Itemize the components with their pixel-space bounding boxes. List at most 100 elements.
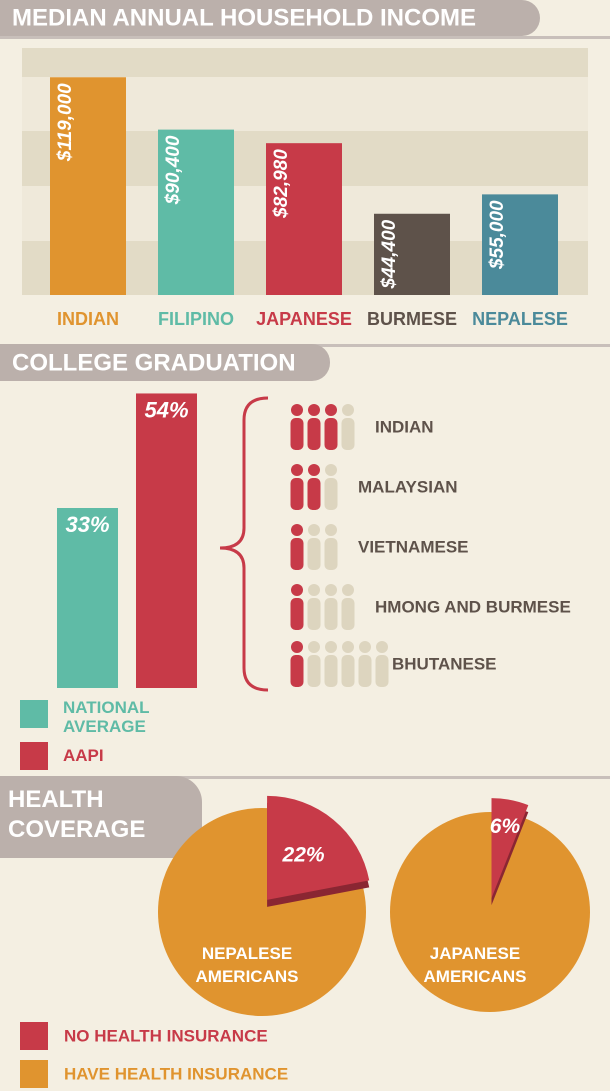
category-label: VIETNAMESE bbox=[358, 537, 469, 556]
x-tick-label: BURMESE bbox=[367, 309, 457, 329]
icon-head bbox=[308, 464, 320, 476]
divider bbox=[0, 776, 610, 779]
person-icon bbox=[307, 524, 321, 570]
pie-label: JAPANESE AMERICANS bbox=[423, 944, 527, 986]
value-label: $82,980 bbox=[271, 149, 292, 219]
icon-body bbox=[341, 655, 355, 687]
icon-head bbox=[308, 404, 320, 416]
chart-title: MEDIAN ANNUAL HOUSEHOLD INCOME bbox=[12, 4, 476, 31]
bar bbox=[266, 143, 342, 295]
x-tick-label: INDIAN bbox=[57, 309, 119, 329]
icon-body bbox=[290, 598, 304, 630]
person-icon bbox=[324, 464, 338, 510]
icon-head bbox=[291, 641, 303, 653]
header-tab bbox=[0, 0, 540, 36]
person-icon bbox=[307, 641, 321, 687]
icon-head bbox=[308, 524, 320, 536]
icon-head bbox=[342, 641, 354, 653]
icon-body bbox=[324, 655, 338, 687]
brace bbox=[219, 396, 269, 692]
person-icon bbox=[358, 641, 372, 687]
person-icon bbox=[324, 584, 338, 630]
x-tick-label: FILIPINO bbox=[158, 309, 234, 329]
category-label: BHUTANESE bbox=[392, 654, 497, 673]
icon-head bbox=[325, 584, 337, 596]
icon-head bbox=[308, 584, 320, 596]
value-label: 33% bbox=[65, 512, 109, 537]
icon-body bbox=[358, 655, 372, 687]
icon-head bbox=[359, 641, 371, 653]
icon-head bbox=[291, 404, 303, 416]
icon-head bbox=[342, 404, 354, 416]
icon-body bbox=[307, 655, 321, 687]
icon-body bbox=[324, 598, 338, 630]
icon-body bbox=[324, 538, 338, 570]
divider bbox=[0, 36, 610, 39]
value-label: 22% bbox=[282, 843, 325, 866]
category-label: INDIAN bbox=[375, 417, 434, 436]
person-icon bbox=[307, 584, 321, 630]
chart-title: COLLEGE GRADUATION bbox=[12, 349, 296, 376]
pie-label: NEPALESE AMERICANS bbox=[195, 944, 299, 986]
value-label: $119,000 bbox=[55, 83, 76, 162]
header-tab bbox=[0, 776, 202, 858]
legend-label: NATIONAL AVERAGE bbox=[63, 698, 150, 736]
icon-body bbox=[290, 478, 304, 510]
legend-swatch bbox=[20, 1022, 48, 1050]
value-label: 54% bbox=[144, 397, 188, 422]
icon-body bbox=[290, 538, 304, 570]
person-icon bbox=[290, 524, 304, 570]
icon-body bbox=[375, 655, 389, 687]
icon-body bbox=[307, 598, 321, 630]
icon-body bbox=[307, 538, 321, 570]
bar bbox=[50, 77, 126, 295]
legend-swatch bbox=[20, 742, 48, 770]
icon-head bbox=[376, 641, 388, 653]
bar bbox=[374, 213, 450, 295]
icon-head bbox=[325, 464, 337, 476]
icon-body bbox=[341, 418, 355, 450]
person-icon bbox=[324, 524, 338, 570]
icon-head bbox=[325, 524, 337, 536]
icon-head bbox=[291, 464, 303, 476]
person-icon bbox=[290, 584, 304, 630]
bar bbox=[482, 194, 558, 295]
person-icon bbox=[307, 404, 321, 450]
bar bbox=[57, 508, 118, 688]
pie-base bbox=[390, 812, 590, 1012]
pie-slice bbox=[491, 798, 529, 899]
person-icon bbox=[341, 584, 355, 630]
icon-body bbox=[290, 418, 304, 450]
value-label: 6% bbox=[490, 815, 521, 838]
icon-head bbox=[291, 584, 303, 596]
person-icon bbox=[290, 404, 304, 450]
person-icon bbox=[341, 641, 355, 687]
chart-title: HEALTH COVERAGE bbox=[8, 786, 146, 843]
icon-head bbox=[325, 404, 337, 416]
header-tab bbox=[0, 344, 330, 381]
person-icon bbox=[307, 464, 321, 510]
icon-body bbox=[341, 598, 355, 630]
background-band bbox=[22, 48, 588, 77]
legend-swatch bbox=[20, 700, 48, 728]
value-label: $90,400 bbox=[163, 135, 184, 205]
pie-slice bbox=[267, 795, 370, 900]
legend-label: NO HEALTH INSURANCE bbox=[64, 1026, 268, 1045]
person-icon bbox=[324, 641, 338, 687]
icon-head bbox=[325, 641, 337, 653]
person-icon bbox=[290, 464, 304, 510]
icon-body bbox=[324, 418, 338, 450]
value-label: $55,000 bbox=[487, 200, 508, 270]
icon-body bbox=[307, 418, 321, 450]
bar bbox=[158, 129, 234, 295]
icon-head bbox=[342, 584, 354, 596]
icon-body bbox=[307, 478, 321, 510]
category-label: HMONG AND BURMESE bbox=[375, 597, 571, 616]
person-icon bbox=[375, 641, 389, 687]
legend-label: AAPI bbox=[63, 746, 104, 765]
person-icon bbox=[341, 404, 355, 450]
icon-head bbox=[308, 641, 320, 653]
category-label: MALAYSIAN bbox=[358, 477, 458, 496]
